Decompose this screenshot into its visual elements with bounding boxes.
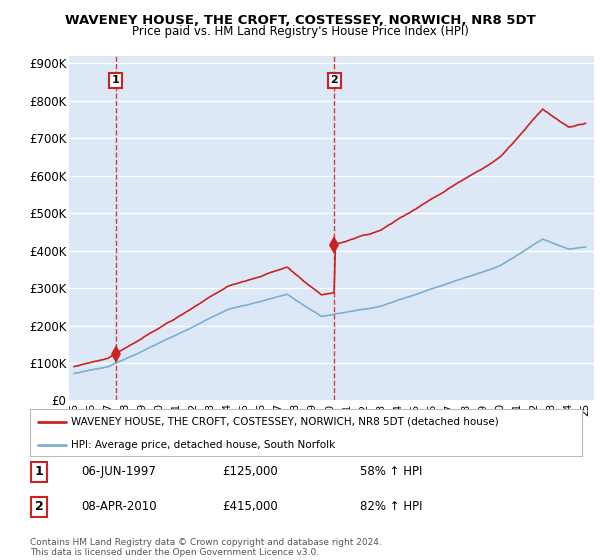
Text: 08-APR-2010: 08-APR-2010 (81, 500, 157, 514)
Text: 82% ↑ HPI: 82% ↑ HPI (360, 500, 422, 514)
Text: 06-JUN-1997: 06-JUN-1997 (81, 465, 156, 478)
Text: Contains HM Land Registry data © Crown copyright and database right 2024.
This d: Contains HM Land Registry data © Crown c… (30, 538, 382, 557)
Text: 2: 2 (331, 76, 338, 85)
Text: £125,000: £125,000 (222, 465, 278, 478)
Text: HPI: Average price, detached house, South Norfolk: HPI: Average price, detached house, Sout… (71, 441, 335, 450)
Text: 1: 1 (35, 465, 43, 478)
Text: 1: 1 (112, 76, 119, 85)
Text: Price paid vs. HM Land Registry's House Price Index (HPI): Price paid vs. HM Land Registry's House … (131, 25, 469, 38)
Text: WAVENEY HOUSE, THE CROFT, COSTESSEY, NORWICH, NR8 5DT (detached house): WAVENEY HOUSE, THE CROFT, COSTESSEY, NOR… (71, 417, 499, 427)
Text: WAVENEY HOUSE, THE CROFT, COSTESSEY, NORWICH, NR8 5DT: WAVENEY HOUSE, THE CROFT, COSTESSEY, NOR… (65, 14, 535, 27)
Text: 58% ↑ HPI: 58% ↑ HPI (360, 465, 422, 478)
Text: 2: 2 (35, 500, 43, 514)
Text: £415,000: £415,000 (222, 500, 278, 514)
